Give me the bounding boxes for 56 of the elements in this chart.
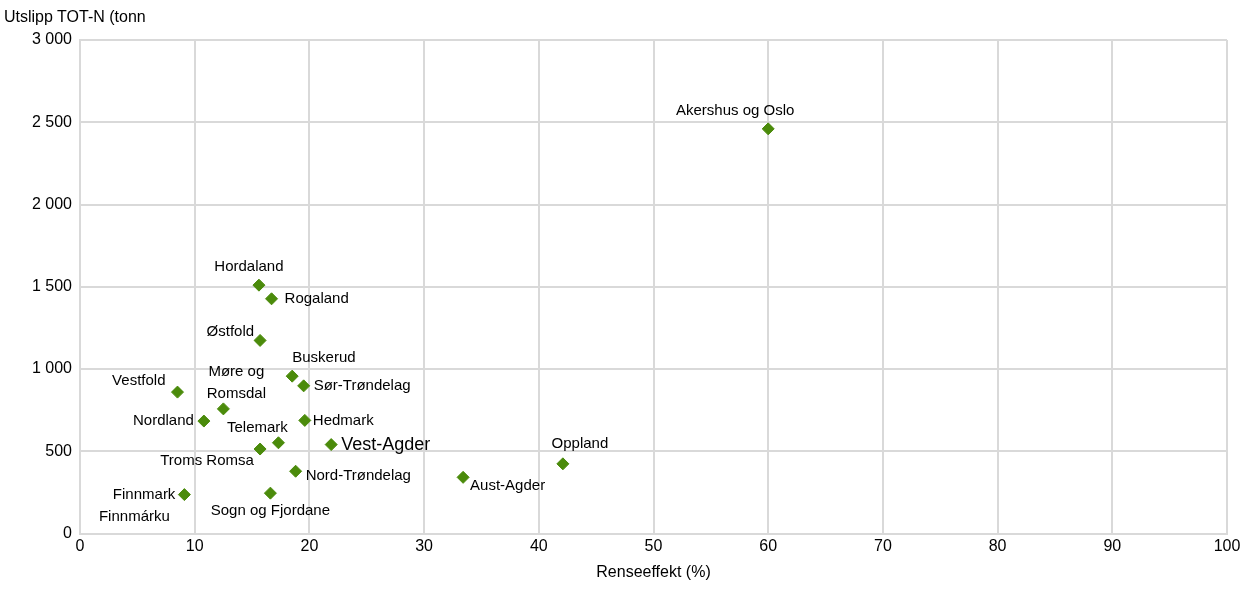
point: [297, 379, 311, 393]
point: [171, 385, 184, 399]
point: [263, 486, 277, 500]
point: [271, 436, 285, 450]
point: [253, 333, 267, 347]
annotation: Østfold: [206, 321, 255, 339]
annotation: Finnmark Finnmárku: [98, 484, 176, 524]
x-tick-label: 50: [644, 536, 663, 554]
point: [289, 464, 303, 478]
y-tick-label: 1 000: [31, 359, 73, 377]
annotation: Hedmark: [312, 410, 375, 428]
x-tick-label: 30: [415, 536, 434, 554]
y-tick-label: 1 500: [31, 277, 73, 295]
annotation: Oppland: [551, 433, 609, 451]
point: [456, 470, 470, 484]
x-tick-label: 70: [874, 536, 892, 554]
x-tick-label: 80: [988, 536, 1007, 554]
annotation: Hordaland: [214, 257, 284, 275]
point: [177, 488, 191, 502]
x-tick-label: 10: [185, 536, 204, 554]
y-tick-label: 0: [63, 524, 73, 542]
point: [253, 442, 267, 456]
annotation: Vestfold: [112, 371, 166, 389]
annotation: Vest-Agder: [341, 433, 431, 454]
x-tick-label: 0: [75, 536, 85, 554]
y-axis-title: Utslipp TOT-N (tonn: [4, 8, 146, 26]
x-tick-label: 90: [1103, 536, 1122, 554]
annotation: Troms Romsa: [160, 451, 255, 469]
annotation: Nord-Trøndelag: [305, 466, 411, 484]
x-tick-label: 60: [759, 536, 778, 554]
annotation: Buskerud: [292, 348, 356, 366]
y-tick-label: 3 000: [31, 30, 73, 48]
point: [298, 413, 312, 427]
y-tick-label: 2 000: [31, 194, 73, 212]
point: [556, 457, 570, 471]
y-tick-label: 500: [45, 441, 73, 459]
annotation: Møre og Romsdal: [206, 362, 266, 402]
y-tick-label: 2 500: [31, 112, 73, 130]
x-tick-label: 20: [300, 536, 319, 554]
x-tick-label: 100: [1213, 536, 1241, 554]
annotation: Nordland: [133, 411, 194, 429]
point: [285, 369, 299, 383]
point: [324, 438, 338, 452]
annotation: Sogn og Fjordane: [210, 501, 331, 519]
annotation: Telemark: [227, 417, 289, 435]
annotation: Aust-Agder: [470, 476, 546, 494]
point: [216, 402, 230, 416]
point: [265, 292, 279, 306]
point: [252, 278, 266, 292]
annotation: Sør-Trøndelag: [313, 375, 411, 393]
annotation: Akershus og Oslo: [676, 100, 795, 118]
x-axis-title: Renseeffekt (%): [596, 562, 711, 580]
point: [197, 414, 211, 428]
point: [761, 122, 775, 136]
annotation: Rogaland: [284, 288, 349, 306]
x-tick-label: 40: [529, 536, 548, 554]
